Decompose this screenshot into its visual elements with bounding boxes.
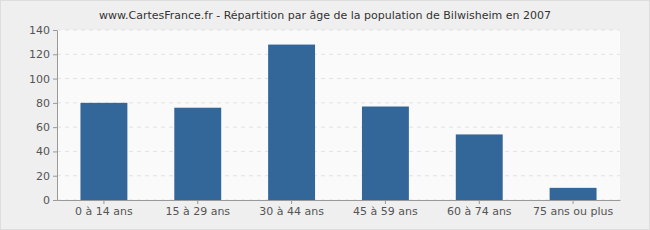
y-tick-mark — [53, 200, 57, 201]
grid-line — [57, 175, 620, 176]
bar — [174, 108, 221, 200]
y-tick: 20 — [36, 170, 57, 183]
x-tick-label: 75 ans ou plus — [533, 205, 614, 218]
y-tick-mark — [53, 30, 57, 31]
x-tick-label: 0 à 14 ans — [75, 205, 133, 218]
bar — [456, 134, 503, 200]
y-tick-mark — [53, 103, 57, 104]
grid-line — [57, 54, 620, 55]
y-tick-label: 0 — [43, 194, 50, 207]
x-tick-mark — [291, 200, 292, 204]
x-tick: 0 à 14 ans — [75, 200, 133, 218]
bar — [362, 107, 409, 201]
x-tick-mark — [479, 200, 480, 204]
y-tick-mark — [53, 176, 57, 177]
x-tick-label: 15 à 29 ans — [165, 205, 230, 218]
grid-line — [57, 151, 620, 152]
x-tick: 30 à 44 ans — [259, 200, 324, 218]
y-axis-line — [57, 31, 58, 201]
y-tick-label: 20 — [36, 170, 50, 183]
y-axis: 0 20 40 60 80 100 120 140 — [29, 24, 58, 207]
x-axis: 0 à 14 ans 15 à 29 ans 30 à 44 ans 45 à 59 … — [58, 200, 621, 218]
y-tick-mark — [53, 79, 57, 80]
x-tick: 45 à 59 ans — [353, 200, 418, 218]
y-tick: 80 — [36, 97, 57, 110]
y-tick-label: 100 — [29, 73, 50, 86]
bar — [550, 188, 597, 200]
chart: 0 20 40 60 80 100 120 140 0 à 14 ans 15 à 29 ans 3… — [0, 0, 650, 230]
y-tick-label: 60 — [36, 121, 50, 134]
grid-line — [57, 78, 620, 79]
grid-line — [57, 30, 620, 31]
x-tick-label: 30 à 44 ans — [259, 205, 324, 218]
y-tick-label: 120 — [29, 48, 50, 61]
plot-area — [57, 30, 620, 200]
x-tick: 75 ans ou plus — [533, 200, 614, 218]
x-axis-line — [58, 200, 621, 201]
y-tick: 100 — [29, 73, 57, 86]
x-tick-mark — [573, 200, 574, 204]
x-tick-mark — [197, 200, 198, 204]
y-tick-mark — [53, 127, 57, 128]
grid-line — [57, 127, 620, 128]
bar — [80, 103, 127, 200]
y-tick-mark — [53, 151, 57, 152]
y-tick: 120 — [29, 48, 57, 61]
x-tick-label: 60 à 74 ans — [447, 205, 512, 218]
title: www.CartesFrance.fr - Répartition par âg… — [99, 9, 551, 22]
y-tick: 140 — [29, 24, 57, 37]
y-tick-label: 80 — [36, 97, 50, 110]
x-tick: 15 à 29 ans — [165, 200, 230, 218]
y-tick-label: 140 — [29, 24, 50, 37]
bar — [268, 45, 315, 200]
x-tick-mark — [103, 200, 104, 204]
background — [1, 1, 650, 230]
grid-line — [57, 102, 620, 103]
y-tick-mark — [53, 54, 57, 55]
plot: 0 20 40 60 80 100 120 140 0 à 14 ans 15 à 29 ans 3… — [29, 24, 621, 218]
y-tick: 40 — [36, 145, 57, 158]
x-tick-mark — [385, 200, 386, 204]
bars — [80, 45, 596, 200]
y-tick: 60 — [36, 121, 57, 134]
y-tick-label: 40 — [36, 145, 50, 158]
grid — [57, 30, 620, 200]
y-tick: 0 — [43, 194, 57, 207]
grid-line — [57, 200, 620, 201]
x-tick-label: 45 à 59 ans — [353, 205, 418, 218]
x-tick: 60 à 74 ans — [447, 200, 512, 218]
